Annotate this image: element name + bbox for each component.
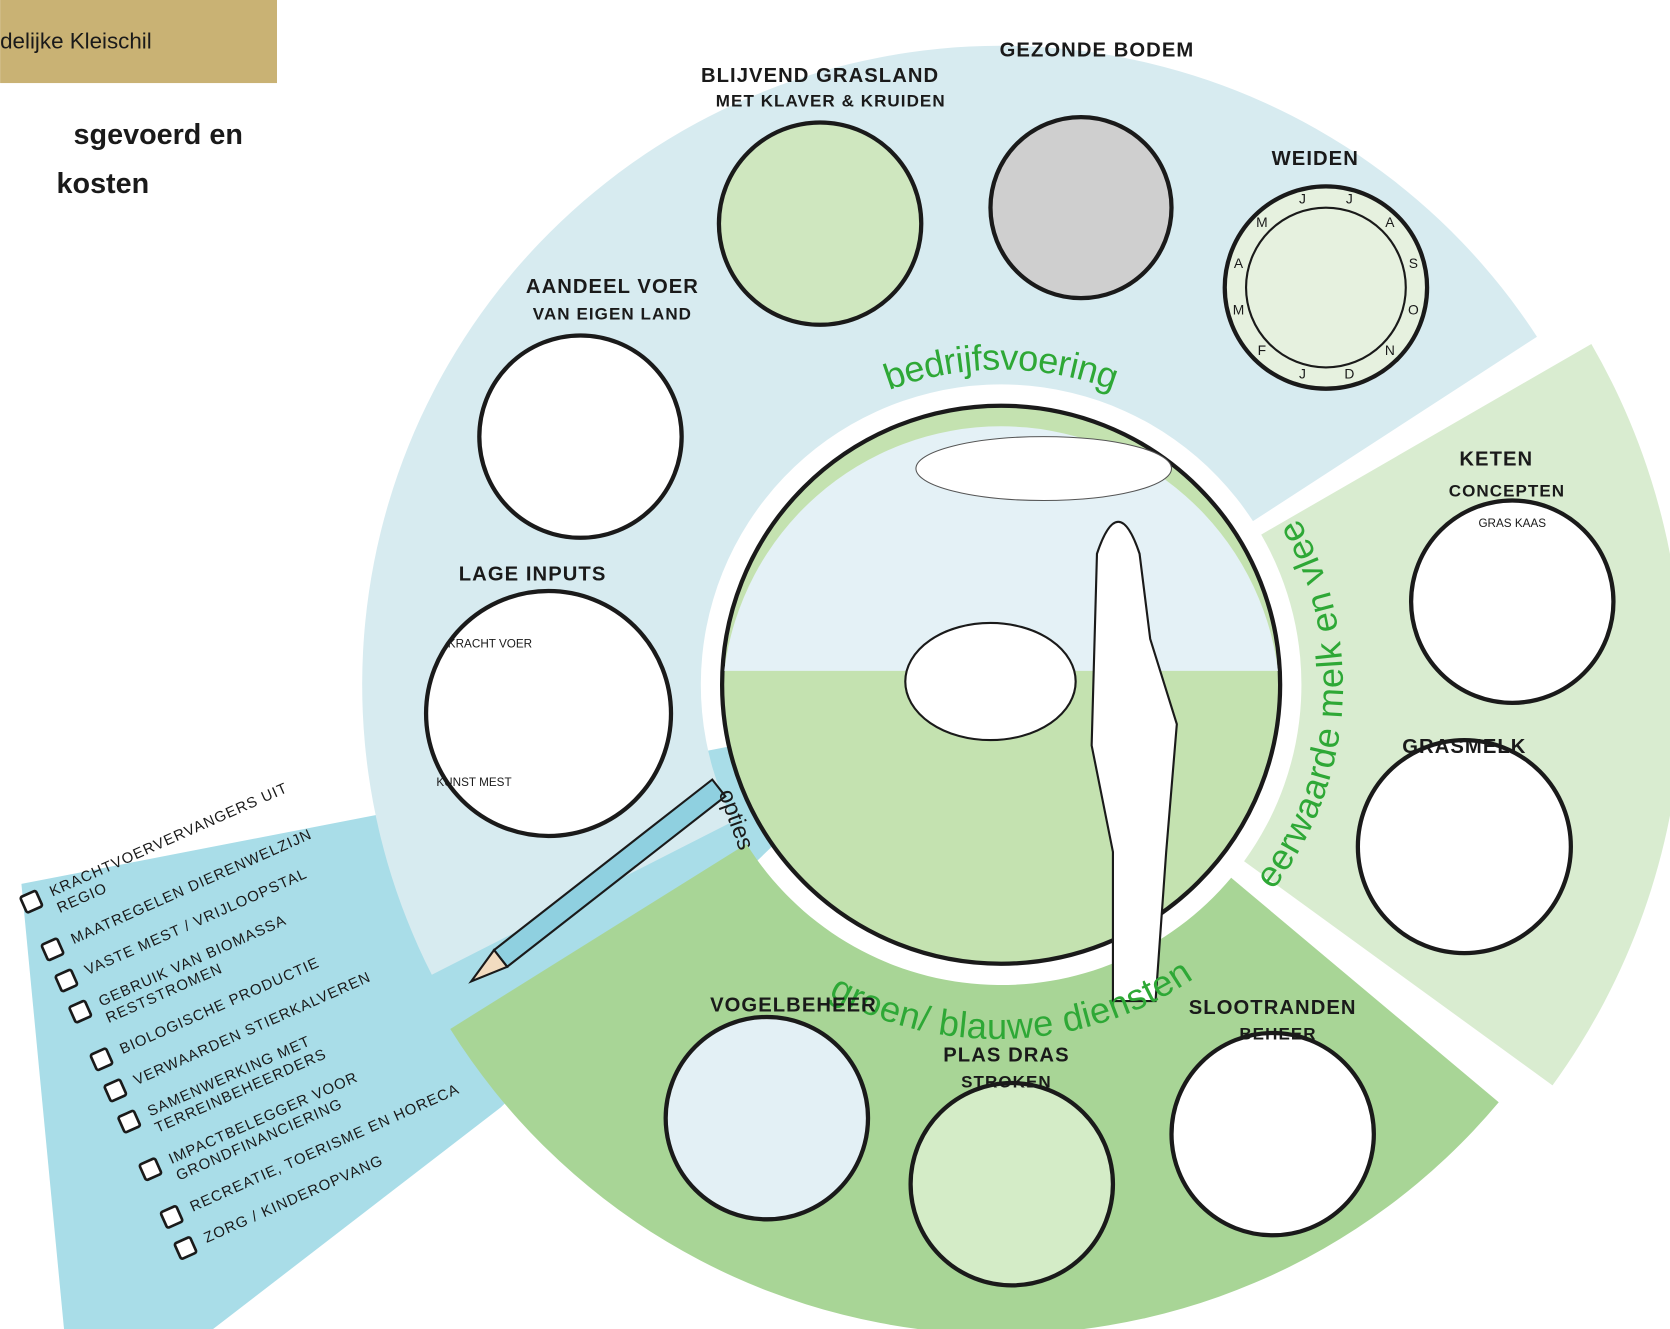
item-label: WEIDEN [1272, 148, 1359, 170]
illustration-tag: GRAS KAAS [1478, 517, 1546, 530]
item-label: VAN EIGEN LAND [533, 305, 692, 324]
item-label: BEHEER [1239, 1025, 1316, 1044]
illustration [1172, 1033, 1374, 1235]
cloud [916, 437, 1172, 501]
month-label: A [1385, 214, 1395, 230]
illustration [1225, 186, 1427, 388]
month-label: M [1233, 302, 1245, 318]
item-label: CONCEPTEN [1449, 481, 1565, 500]
illustration [719, 122, 921, 324]
item-label: MET KLAVER & KRUIDEN [716, 92, 946, 111]
illustration [479, 335, 681, 537]
month-label: D [1344, 366, 1354, 382]
month-label: J [1299, 366, 1306, 382]
illustration-tag: KRACHT VOER [448, 637, 532, 650]
item-label: SLOOTRANDEN [1189, 997, 1357, 1019]
diagram: bedrijfsvoeringmeerwaarde melk en vleesg… [0, 0, 1670, 1329]
illustration [1358, 740, 1571, 953]
header-title: sgevoerd en [74, 119, 243, 151]
item-label: GEZONDE BODEM [1000, 39, 1195, 61]
item-label: PLAS DRAS [943, 1045, 1069, 1067]
item-label: AANDEEL VOER [526, 276, 699, 298]
illustration [990, 117, 1171, 298]
month-label: J [1346, 191, 1353, 207]
item-label: LAGE INPUTS [459, 563, 607, 585]
item-label: GRASMELK [1402, 736, 1526, 758]
illustration [426, 591, 671, 836]
item-label: VOGELBEHEER [710, 995, 877, 1017]
page: {"header": {"tag": "delijke Kleischil", … [0, 0, 1670, 1329]
month-label: A [1234, 255, 1244, 271]
illustration [1411, 501, 1613, 703]
header-title: kosten [57, 168, 150, 200]
month-label: N [1385, 342, 1395, 358]
item-label: KETEN [1459, 448, 1533, 470]
illustration-tag: KUNST MEST [436, 776, 511, 789]
item-label: STROKEN [961, 1073, 1052, 1092]
illustration [666, 1017, 868, 1219]
item-label: BLIJVEND GRASLAND [701, 65, 939, 87]
month-label: M [1256, 214, 1268, 230]
month-label: S [1409, 255, 1418, 271]
cow [905, 623, 1075, 740]
header-tag-text: delijke Kleischil [0, 29, 152, 54]
illustration [911, 1083, 1113, 1285]
month-label: O [1408, 302, 1419, 318]
month-label: J [1299, 191, 1306, 207]
month-label: F [1258, 342, 1266, 358]
